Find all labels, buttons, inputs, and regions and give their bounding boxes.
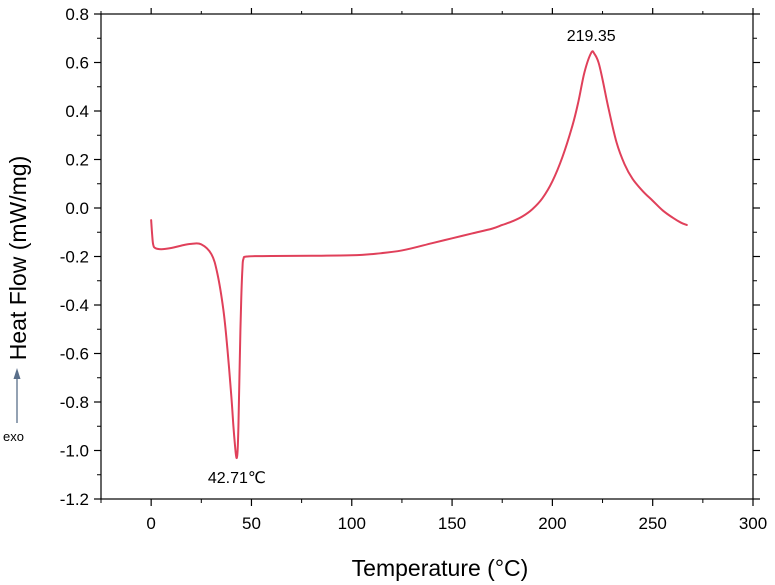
y-tick-label: -1.0 xyxy=(60,442,89,461)
x-tick-label: 300 xyxy=(739,514,767,533)
y-tick-label: 0.6 xyxy=(65,54,89,73)
plot-border xyxy=(100,13,754,500)
peak-annotation-0: 219.35 xyxy=(567,28,616,45)
x-tick-label: 200 xyxy=(538,514,566,533)
y-axis-title: Heat Flow (mW/mg) xyxy=(5,156,31,360)
exo-label: exo xyxy=(3,429,24,444)
x-tick-label: 250 xyxy=(639,514,667,533)
x-tick-label: 100 xyxy=(338,514,366,533)
exo-arrow-head-icon xyxy=(13,368,21,379)
x-axis-title: Temperature (°C) xyxy=(352,555,529,581)
y-tick-label: 0.4 xyxy=(65,102,89,121)
y-tick-label: -0.2 xyxy=(60,248,89,267)
x-tick-label: 150 xyxy=(438,514,466,533)
series-layer xyxy=(150,50,688,460)
y-tick-label: 0.0 xyxy=(65,199,89,218)
y-tick-label: -0.4 xyxy=(60,296,89,315)
plot-frame xyxy=(100,13,754,500)
peak-annotation-1: 42.71℃ xyxy=(208,470,266,487)
axis-tick-labels: 0 50 100 150 200 250 300 0.8 0.6 0.4 0.2 0.0 -0.2 -0.… xyxy=(60,5,767,533)
annotations: 219.35 42.71℃ xyxy=(208,28,616,487)
series-line-0 xyxy=(150,50,688,460)
axis-ticks xyxy=(94,8,760,506)
y-tick-label: 0.8 xyxy=(65,5,89,24)
x-tick-label: 50 xyxy=(242,514,261,533)
y-tick-label: -0.8 xyxy=(60,393,89,412)
y-tick-label: 0.2 xyxy=(65,151,89,170)
y-tick-label: -1.2 xyxy=(60,490,89,509)
x-tick-label: 0 xyxy=(146,514,155,533)
y-tick-label: -0.6 xyxy=(60,345,89,364)
exo-indicator: exo xyxy=(3,368,24,444)
